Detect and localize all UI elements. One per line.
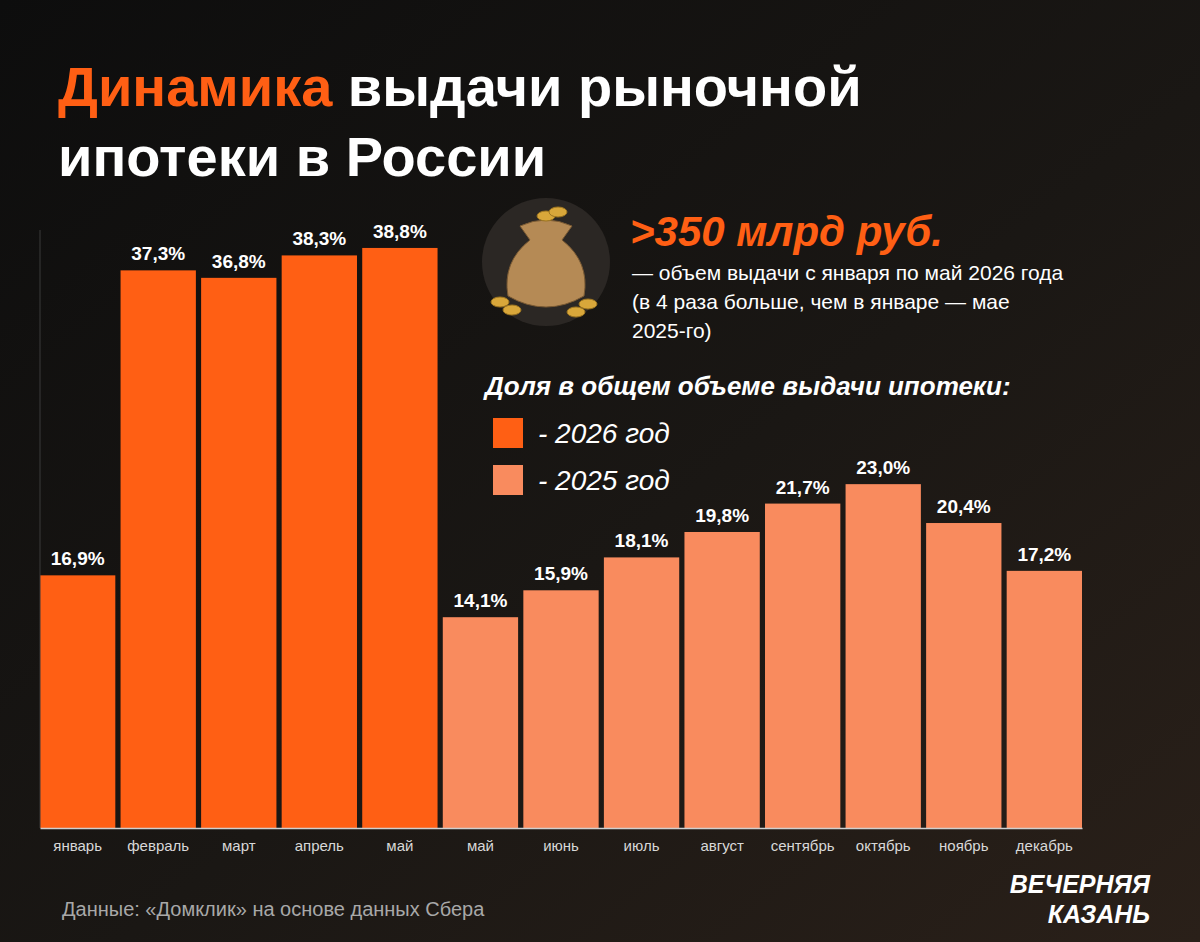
x-tick-label: май (467, 837, 494, 854)
data-label: 37,3% (131, 243, 185, 264)
x-tick-label: октябрь (856, 837, 911, 854)
source: Данные: «Домклик» на основе данных Сбера (62, 898, 485, 920)
x-tick-label: февраль (127, 837, 189, 854)
data-label: 20,4% (937, 496, 991, 517)
title: ипотеки в России (58, 125, 546, 188)
money-bag-icon (482, 198, 610, 326)
x-tick-label: август (700, 837, 744, 854)
bar (362, 248, 437, 828)
data-label: 36,8% (212, 251, 266, 272)
bars (40, 248, 1082, 828)
bar (765, 504, 840, 828)
legend-label: - 2026 год (538, 418, 670, 449)
x-tick: июль (624, 837, 660, 854)
x-tick: февраль (127, 837, 189, 854)
y-axis-line (40, 230, 41, 828)
legend-swatch (493, 465, 523, 495)
x-tick-label: январь (53, 837, 102, 854)
x-tick: декабрь (1016, 837, 1073, 854)
data-label: 16,9% (51, 548, 105, 569)
logo: КАЗАНЬ (1048, 900, 1150, 928)
annotation-headline: >350 млрд руб. (630, 208, 943, 255)
chart: Динамика выдачи рыночной ипотеки в России… (0, 0, 1200, 942)
bar (604, 557, 679, 828)
data-label: 38,8% (373, 221, 427, 242)
bar (443, 617, 518, 828)
legend: Доля в общем объеме выдачи ипотеки: - 202… (483, 371, 1011, 496)
bar (40, 575, 115, 828)
x-tick: январь (53, 837, 102, 854)
x-tick: август (700, 837, 744, 854)
x-tick-label: декабрь (1016, 837, 1073, 854)
x-tick-label: июнь (543, 837, 579, 854)
data-label: 19,8% (695, 505, 749, 526)
x-tick: апрель (295, 837, 344, 854)
data-label: 17,2% (1017, 544, 1071, 565)
data-label: 14,1% (454, 590, 508, 611)
x-tick: май (386, 837, 413, 854)
title: Динамика выдачи рыночной (58, 55, 862, 118)
data-label: 21,7% (776, 477, 830, 498)
x-axis-line (41, 828, 1083, 830)
bar (846, 484, 921, 828)
x-tick: июнь (543, 837, 579, 854)
legend-title: Доля в общем объеме выдачи ипотеки: (483, 371, 1011, 401)
bar (684, 532, 759, 828)
x-tick-label: июль (624, 837, 660, 854)
data-label: 23,0% (856, 457, 910, 478)
x-tick: сентябрь (771, 837, 835, 854)
x-tick: март (222, 837, 256, 854)
bar (926, 523, 1001, 828)
bar (523, 590, 598, 828)
legend-swatch (493, 418, 523, 448)
data-label: 38,3% (292, 228, 346, 249)
x-axis: январь февраль март апрель май май июнь июль авг… (41, 829, 1083, 854)
data-label: 15,9% (534, 563, 588, 584)
x-tick-label: март (222, 837, 256, 854)
logo: ВЕЧЕРНЯЯ (1010, 870, 1151, 898)
bar (282, 255, 357, 828)
bar (201, 278, 276, 828)
bar (121, 270, 196, 828)
x-tick: май (467, 837, 494, 854)
data-labels: 16,9% 37,3% 36,8% 38,3% 38,8% 14,1% 15,9% 18,1%… (51, 221, 1072, 611)
x-tick-label: май (386, 837, 413, 854)
annotation-text: — объем выдачи с января по май 2026 года… (632, 261, 1063, 342)
legend-label: - 2025 год (538, 465, 670, 496)
x-tick: ноябрь (939, 837, 989, 854)
x-tick: октябрь (856, 837, 911, 854)
x-tick-label: сентябрь (771, 837, 835, 854)
bar (1007, 571, 1082, 828)
data-label: 18,1% (615, 530, 669, 551)
x-tick-label: апрель (295, 837, 344, 854)
x-tick-label: ноябрь (939, 837, 989, 854)
background (0, 0, 1200, 942)
